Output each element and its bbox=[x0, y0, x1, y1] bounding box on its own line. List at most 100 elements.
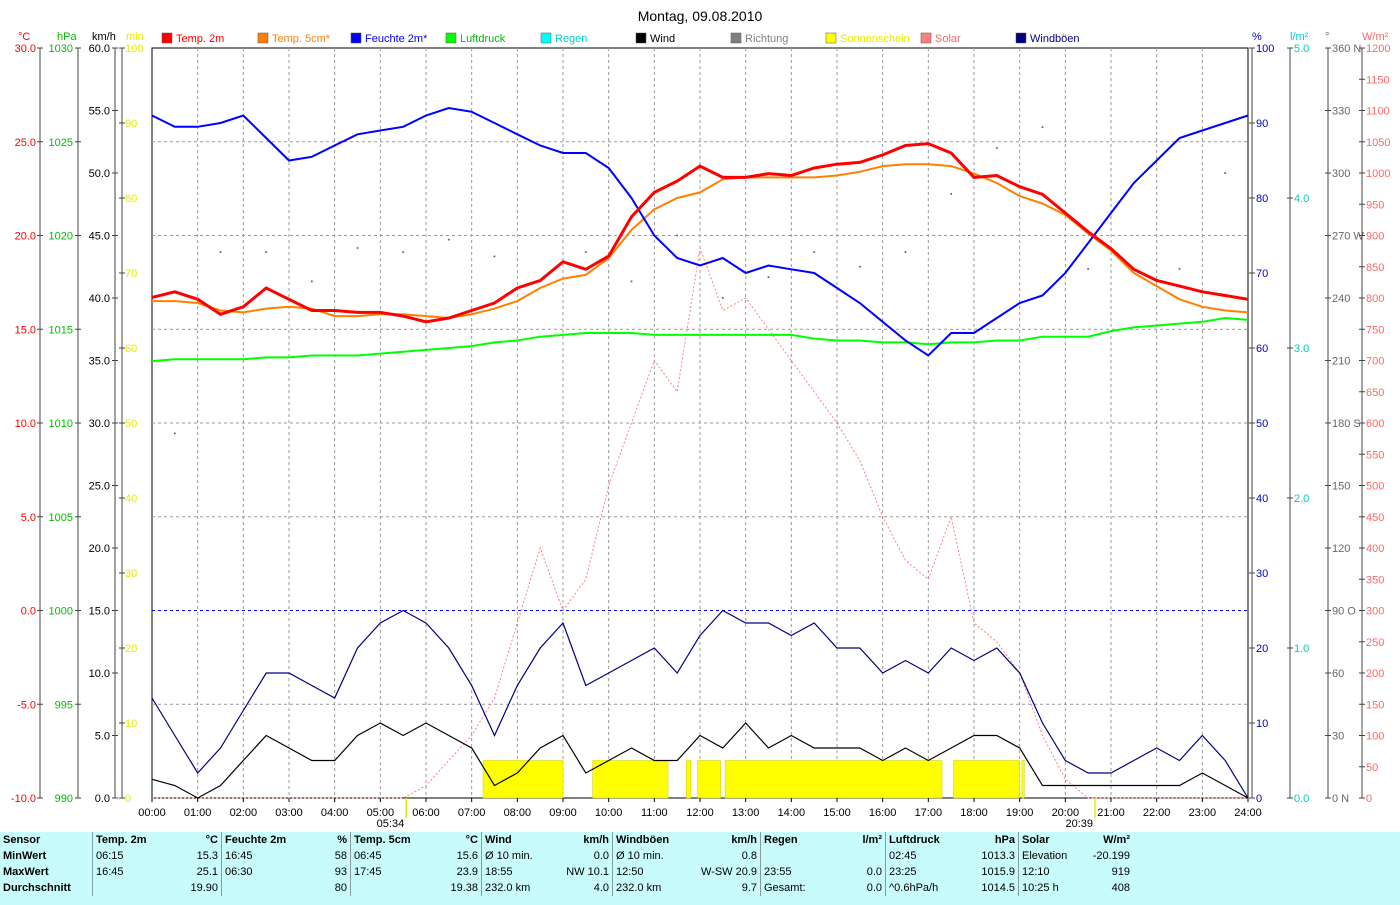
stats-cell-time: 232.0 km bbox=[612, 880, 694, 896]
stats-cell-time: 232.0 km bbox=[481, 880, 558, 896]
axis-tick-label: 5.0 bbox=[95, 731, 110, 743]
axis-tick-label: 10.0 bbox=[15, 418, 36, 430]
sunshine-bar bbox=[724, 760, 943, 799]
stats-row: MinWert 06:15 15.3 16:45 58 06:45 15.6 Ø 10 min… bbox=[0, 848, 1133, 864]
axis-tick-label: 330 bbox=[1332, 106, 1350, 118]
stats-cell-value: 0.0 bbox=[593, 850, 609, 862]
sunshine-bar bbox=[697, 760, 721, 799]
x-tick-label: 16:00 bbox=[869, 807, 897, 819]
axis-tick-label: 55.0 bbox=[89, 106, 110, 118]
axis-tick-label: 50 bbox=[1366, 762, 1378, 774]
stats-cell-value: -20.199 bbox=[1092, 850, 1130, 862]
direction-point bbox=[630, 280, 633, 283]
stats-cell-time bbox=[350, 880, 427, 896]
sunshine-bar bbox=[1021, 760, 1025, 799]
legend-swatch bbox=[635, 32, 647, 44]
axis-tick-label: 950 bbox=[1366, 199, 1384, 211]
axis-tick-label: 15.0 bbox=[89, 606, 110, 618]
axis-tick-label: 5.0 bbox=[21, 512, 36, 524]
direction-point bbox=[402, 251, 405, 254]
axis-tick-label: -5.0 bbox=[17, 699, 36, 711]
stats-cell-time: Gesamt: bbox=[760, 880, 849, 896]
stats-header-unit: km/h bbox=[731, 834, 757, 846]
stats-cell-value: 58 bbox=[334, 850, 347, 862]
axis-tick-label: 4.0 bbox=[1294, 193, 1309, 205]
stats-cell-time: 02:45 bbox=[885, 848, 952, 864]
sunshine-bar bbox=[592, 760, 669, 799]
direction-point bbox=[676, 234, 679, 237]
stats-body: MinWert 06:15 15.3 16:45 58 06:45 15.6 Ø 10 min… bbox=[0, 848, 1133, 896]
stats-cell-value: 408 bbox=[1111, 882, 1130, 894]
series-line-solar bbox=[152, 246, 1248, 799]
stats-cell-time bbox=[760, 848, 849, 864]
legend-swatch bbox=[350, 32, 362, 44]
legend-label: Luftdruck bbox=[460, 33, 506, 45]
stats-cell-value: 23.9 bbox=[456, 866, 478, 878]
axis-tick-label: 60 bbox=[1332, 668, 1344, 680]
axis-tick-label: 100 bbox=[1366, 731, 1384, 743]
stats-header-unit: W/m² bbox=[1103, 834, 1130, 846]
x-tick-label: 21:00 bbox=[1097, 807, 1125, 819]
stats-cell-time bbox=[221, 880, 292, 896]
stats-header-unit: hPa bbox=[994, 834, 1015, 846]
x-axis: 00:00 01:00 02:00 03:00 04:00 05:00 06:00 07:00… bbox=[138, 798, 1262, 830]
stats-cell-time: 06:30 bbox=[221, 864, 292, 880]
stats-table: Sensor Temp. 2m °C Feuchte 2m% Temp. 5cm °C Wi… bbox=[0, 832, 1133, 896]
direction-point bbox=[1041, 126, 1044, 129]
axis-tick-label: 450 bbox=[1366, 512, 1384, 524]
axes: 30.025.020.015.010.05.00.0-5.0-10.0°C103… bbox=[11, 31, 1391, 805]
sunshine-bar bbox=[686, 760, 692, 799]
x-tick-label: 18:00 bbox=[960, 807, 988, 819]
axis-tick-label: 200 bbox=[1366, 668, 1384, 680]
x-tick-label: 03:00 bbox=[275, 807, 303, 819]
axis-tick-label: 1015 bbox=[49, 324, 73, 336]
axis-tick-label: 350 bbox=[1366, 574, 1384, 586]
axis-tick-label: 1000 bbox=[1366, 168, 1390, 180]
axis-tick-label: 100 bbox=[1256, 43, 1274, 55]
legend-swatch bbox=[1015, 32, 1027, 44]
axis-tick-label: 3.0 bbox=[1294, 343, 1309, 355]
axis-tick-label: 20 bbox=[125, 643, 137, 655]
axis-tick-label: 30 bbox=[1256, 568, 1268, 580]
stats-cell-value: 80 bbox=[334, 882, 347, 894]
stats-row-label: Durchschnitt bbox=[3, 882, 71, 894]
legend-label: Regen bbox=[555, 33, 587, 45]
axis-tick-label: 1.0 bbox=[1294, 643, 1309, 655]
axis-tick-label: 35.0 bbox=[89, 356, 110, 368]
axis-tick-label: 40 bbox=[125, 493, 137, 505]
sunrise-label: 05:34 bbox=[377, 818, 405, 830]
stats-cell-value: NW 10.1 bbox=[566, 866, 609, 878]
direction-point bbox=[584, 251, 587, 254]
axis-tick-label: 0 bbox=[125, 793, 131, 805]
stats-cell-time: 18:55 bbox=[481, 864, 558, 880]
axis-tick-label: 90 bbox=[1256, 118, 1268, 130]
axis-tick-label: 995 bbox=[55, 699, 73, 711]
axis-tick-label: 0 bbox=[1366, 793, 1372, 805]
series-layer bbox=[151, 106, 1249, 799]
axis-tick-label: 40.0 bbox=[89, 293, 110, 305]
stats-header-unit: °C bbox=[465, 834, 478, 846]
stats-cell-time: 23:55 bbox=[760, 864, 849, 880]
axis-tick-label: 300 bbox=[1366, 606, 1384, 618]
axis-tick-label: 100 bbox=[125, 43, 143, 55]
axis-tick-label: 150 bbox=[1332, 481, 1350, 493]
direction-point bbox=[493, 255, 496, 258]
x-tick-label: 08:00 bbox=[504, 807, 532, 819]
stats-cell-value: 1013.3 bbox=[981, 850, 1015, 862]
legend-label: Temp. 5cm* bbox=[272, 33, 331, 45]
stats-cell-time: 23:25 bbox=[885, 864, 952, 880]
axis-tick-label: 80 bbox=[1256, 193, 1268, 205]
axis-unit-label: hPa bbox=[57, 31, 77, 43]
axis-tick-label: 750 bbox=[1366, 324, 1384, 336]
legend-label: Windböen bbox=[1030, 33, 1080, 45]
direction-point bbox=[813, 251, 816, 254]
axis-tick-label: 60.0 bbox=[89, 43, 110, 55]
stats-cell-value: 9.7 bbox=[741, 882, 757, 894]
stats-cell-time: Ø 10 min. bbox=[612, 848, 694, 864]
axis-tick-label: 90 O bbox=[1332, 606, 1356, 618]
stats-cell-time: 12:50 bbox=[612, 864, 694, 880]
stats-cell-value: 15.3 bbox=[196, 850, 218, 862]
axis-tick-label: 900 bbox=[1366, 231, 1384, 243]
axis-tick-label: 240 bbox=[1332, 293, 1350, 305]
x-tick-label: 00:00 bbox=[138, 807, 166, 819]
